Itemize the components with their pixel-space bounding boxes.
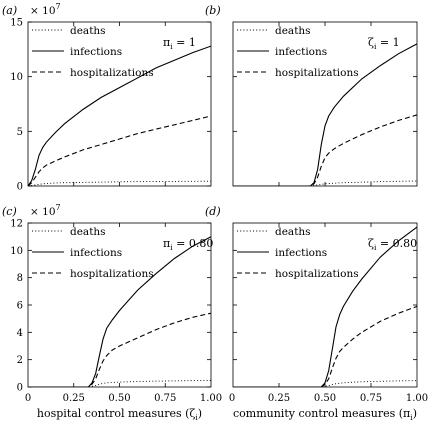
panel-label: (a) xyxy=(2,4,17,17)
series-line-deaths xyxy=(28,379,211,387)
x-tick-label: 0 xyxy=(25,393,31,404)
legend-label-hospitalizations: hospitalizations xyxy=(275,67,359,79)
series-line-deaths xyxy=(233,180,417,186)
legend-label-infections: infections xyxy=(70,46,122,58)
y-tick-label: 10 xyxy=(10,246,23,257)
series-line-infections xyxy=(28,45,211,186)
y-tick-label: 0 xyxy=(17,182,23,193)
series-line-infections xyxy=(28,236,211,387)
y-tick-label: 15 xyxy=(10,18,23,29)
x-tick-label: 1.00 xyxy=(406,393,428,404)
x-axis-label: community control measures (πi) xyxy=(233,407,417,422)
series-line-hospitalizations xyxy=(28,115,211,186)
legend-label-hospitalizations: hospitalizations xyxy=(70,67,154,79)
panel-annotation: ζi = 1 xyxy=(368,36,400,51)
legend-label-hospitalizations: hospitalizations xyxy=(275,268,359,280)
series-line-hospitalizations xyxy=(28,312,211,387)
panel-label: (d) xyxy=(205,205,221,218)
series-line-deaths xyxy=(233,380,417,387)
x-axis-label: hospital control measures (ζi) xyxy=(37,407,202,422)
legend-label-infections: infections xyxy=(275,46,327,58)
y-tick-label: 4 xyxy=(17,328,23,339)
x-tick-label: 0.50 xyxy=(108,393,130,404)
panel-annotation: πi = 1 xyxy=(163,36,196,51)
series-line-infections xyxy=(233,43,417,186)
legend-label-infections: infections xyxy=(70,247,122,259)
legend-label-hospitalizations: hospitalizations xyxy=(70,268,154,280)
legend-label-deaths: deaths xyxy=(70,25,106,37)
series-line-infections xyxy=(233,226,417,387)
panel-annotation: πi = 0.80 xyxy=(163,237,213,252)
panel-c: (c) × 107 0 2 4 6 8 10 12 0.25 0.50 0.75 1.00 0 hospit… xyxy=(2,203,222,422)
y-scale-label: × 107 xyxy=(30,203,61,218)
panel-b: (b) deaths infections hospitalizations ζi = … xyxy=(205,4,418,187)
x-tick-label: 0.25 xyxy=(63,393,85,404)
y-tick-label: 0 xyxy=(17,383,23,394)
x-tick-label: 1.00 xyxy=(200,393,222,404)
legend-label-deaths: deaths xyxy=(275,25,311,37)
y-tick-label: 12 xyxy=(10,219,23,230)
x-tick-label: 0.50 xyxy=(314,393,336,404)
x-tick-label: 0.25 xyxy=(268,393,290,404)
x-tick-label: 0 xyxy=(229,393,235,404)
x-tick-label: 0.75 xyxy=(154,393,176,404)
legend-label-deaths: deaths xyxy=(70,226,106,238)
y-tick-label: 8 xyxy=(17,273,23,284)
y-tick-label: 6 xyxy=(17,301,23,312)
y-scale-label: × 107 xyxy=(30,2,61,17)
panel-label: (c) xyxy=(2,205,17,218)
series-line-hospitalizations xyxy=(233,305,417,387)
x-tick-label: 0.75 xyxy=(360,393,382,404)
series-line-hospitalizations xyxy=(233,114,417,186)
y-tick-label: 5 xyxy=(17,127,23,138)
panel-d: (d) 0.25 0.50 0.75 1.00 0 community control me… xyxy=(205,205,428,422)
y-tick-label: 10 xyxy=(10,72,23,83)
legend-label-infections: infections xyxy=(275,247,327,259)
y-tick-label: 2 xyxy=(17,355,23,366)
panel-label: (b) xyxy=(205,4,221,17)
panel-annotation: ζi = 0.80 xyxy=(368,237,417,252)
legend-label-deaths: deaths xyxy=(275,226,311,238)
panel-a: (a) × 107 0 5 10 15 deaths infections hospitaliz… xyxy=(2,2,212,193)
